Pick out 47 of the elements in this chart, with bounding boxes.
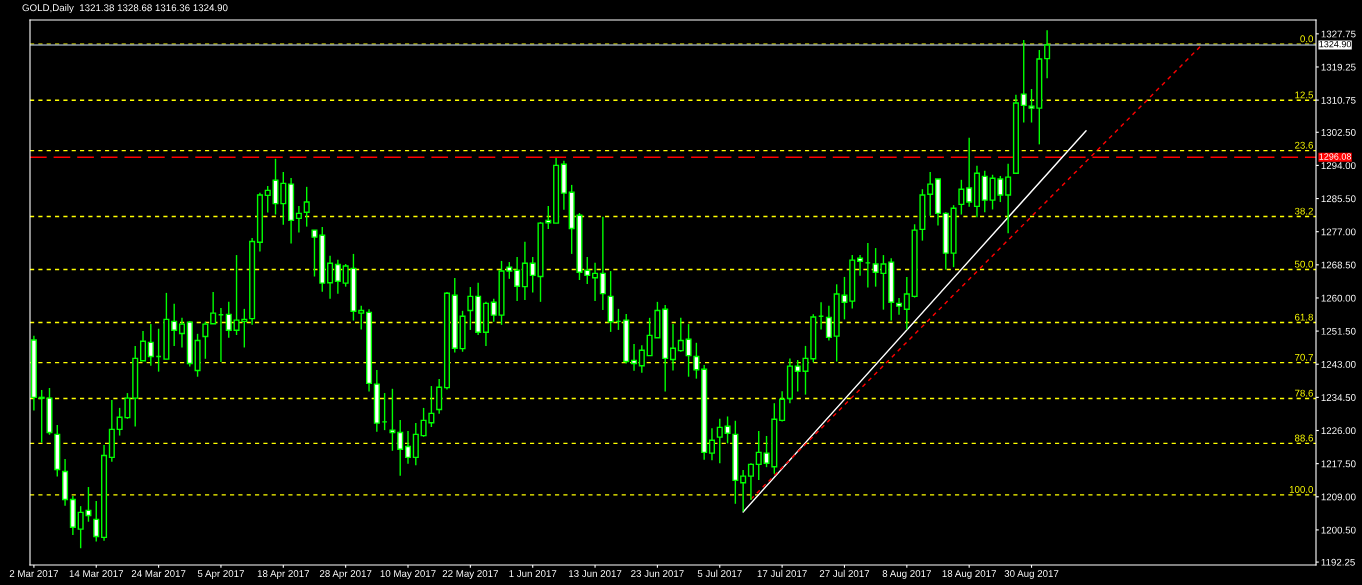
y-tick-label: 1251.50: [1321, 327, 1356, 335]
x-tick-label: 23 Jun 2017: [631, 570, 684, 577]
annotation: 23.6: [1295, 141, 1313, 149]
y-tick-label: 1217.50: [1321, 460, 1356, 468]
annotation: 12.5: [1295, 91, 1314, 99]
x-tick-label: 27 Jul 2017: [819, 569, 870, 577]
x-tick-label: 22 May 2017: [442, 570, 498, 579]
annotation: 0.0: [1300, 35, 1314, 43]
x-tick-label: 1 Jun 2017: [509, 570, 557, 577]
y-tick-label: 1243.00: [1321, 360, 1356, 368]
x-tick-label: 2 Mar 2017: [9, 570, 58, 577]
x-tick-label: 18 Aug 2017: [942, 570, 996, 579]
y-tick-label: 1294.00: [1321, 162, 1356, 170]
y-tick-label: 1226.00: [1321, 427, 1356, 435]
chart-title: GOLD,Daily 1321.38 1328.68 1316.36 1324.90: [22, 4, 228, 14]
x-tick-label: 10 May 2017: [380, 570, 436, 579]
y-tick-label: 1302.50: [1321, 129, 1356, 136]
y-tick-label: 1277.00: [1321, 228, 1356, 236]
x-tick-label: 24 Mar 2017: [131, 570, 186, 577]
y-tick-label: 1319.25: [1321, 63, 1356, 71]
annotation: 38.2: [1294, 207, 1313, 215]
annotation: 70.7: [1295, 353, 1313, 361]
x-tick-label: 8 Aug 2017: [882, 570, 931, 579]
y-tick-label: 1260.00: [1321, 294, 1356, 302]
y-tick-label: 1327.75: [1321, 30, 1356, 38]
x-tick-label: 18 Apr 2017: [257, 570, 310, 579]
y-tick-label: 1192.25: [1321, 558, 1355, 566]
y-tick-label: 1200.50: [1321, 526, 1356, 534]
x-tick-label: 5 Jul 2017: [697, 569, 742, 577]
y-tick-label: 1268.50: [1321, 261, 1356, 269]
x-tick-label: 28 Apr 2017: [319, 570, 372, 579]
y-tick-label: 1234.50: [1321, 394, 1356, 401]
x-tick-label: 17 Jul 2017: [757, 569, 807, 577]
ref-line-label: 1324.90: [1319, 40, 1352, 48]
y-tick-label: 1285.50: [1321, 195, 1356, 203]
x-tick-label: 13 Jun 2017: [569, 570, 622, 577]
x-tick-label: 14 Mar 2017: [69, 570, 124, 577]
annotation: 88.6: [1294, 434, 1313, 442]
y-tick-label: 1209.00: [1321, 493, 1356, 501]
annotation: 50.0: [1294, 260, 1314, 268]
y-tick-label: 1310.75: [1321, 96, 1356, 104]
x-tick-label: 30 Aug 2017: [1004, 570, 1059, 579]
annotation: 78.6: [1295, 389, 1313, 397]
ref-line-label: 1296.08: [1319, 153, 1352, 160]
annotation: 100.0: [1289, 486, 1314, 493]
x-tick-label: 5 Apr 2017: [197, 570, 244, 579]
annotation: 61.8: [1295, 313, 1314, 321]
